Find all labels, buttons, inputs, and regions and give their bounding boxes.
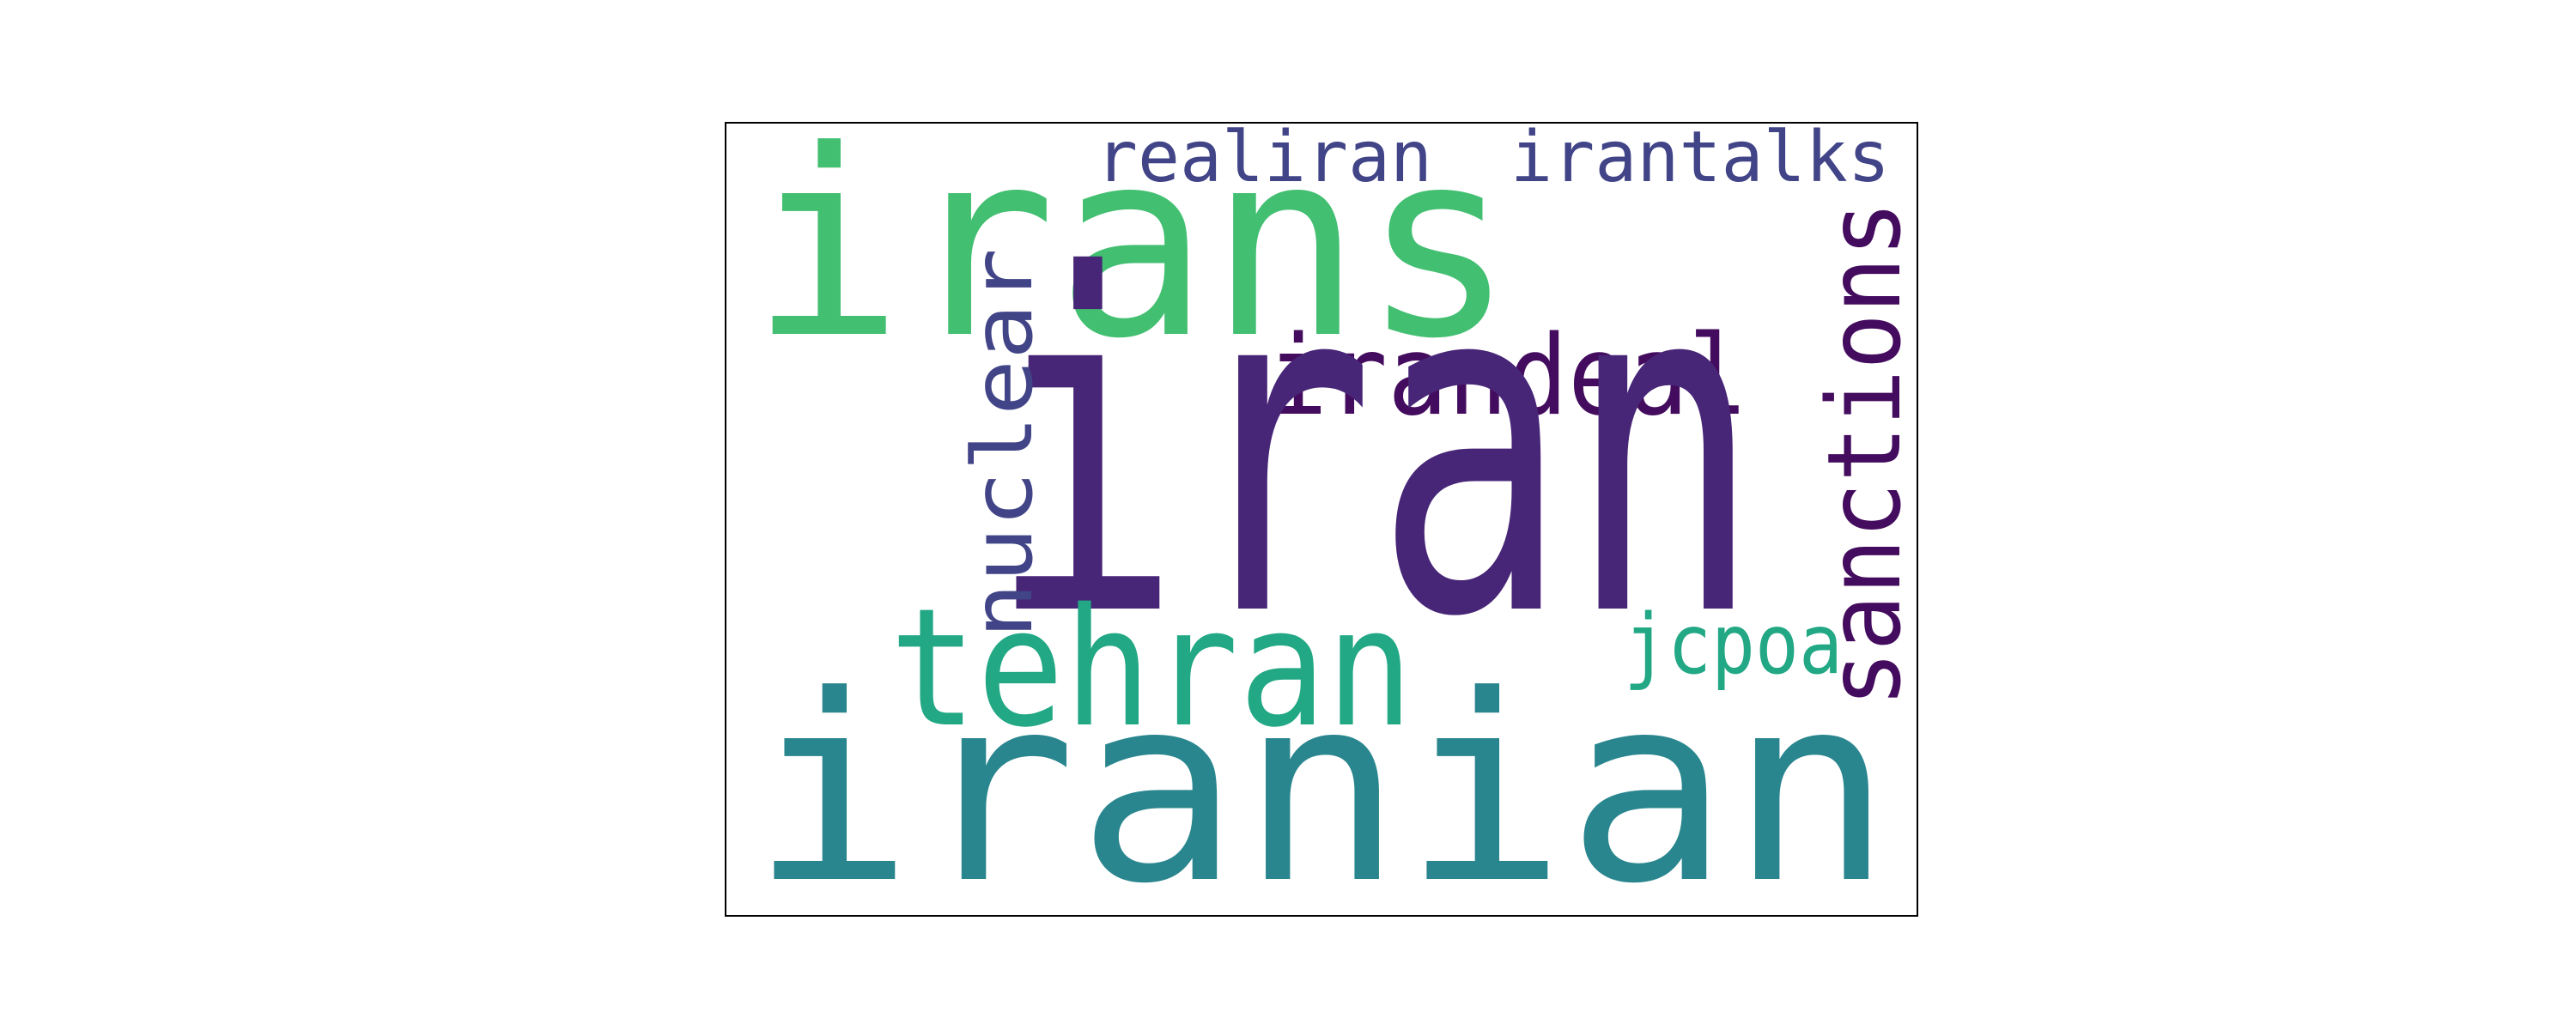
word-cloud: irans realiran irantalks irandeal iran n…	[750, 124, 1917, 915]
word-irandeal: irandeal	[1267, 312, 1748, 440]
word-cloud-frame: irans realiran irantalks irandeal iran n…	[725, 122, 1918, 917]
word-irans: irans	[750, 124, 1515, 395]
word-sanctions: sanctions	[1805, 201, 1917, 707]
word-realiran: realiran	[1096, 124, 1432, 198]
word-tehran: tehran	[890, 573, 1413, 763]
word-nuclear: nuclear	[955, 248, 1051, 639]
word-jcpoa: jcpoa	[1624, 597, 1843, 693]
word-iranian: iranian	[750, 640, 1893, 915]
word-iran: iran	[988, 179, 1761, 718]
word-irantalks: irantalks	[1510, 124, 1890, 198]
